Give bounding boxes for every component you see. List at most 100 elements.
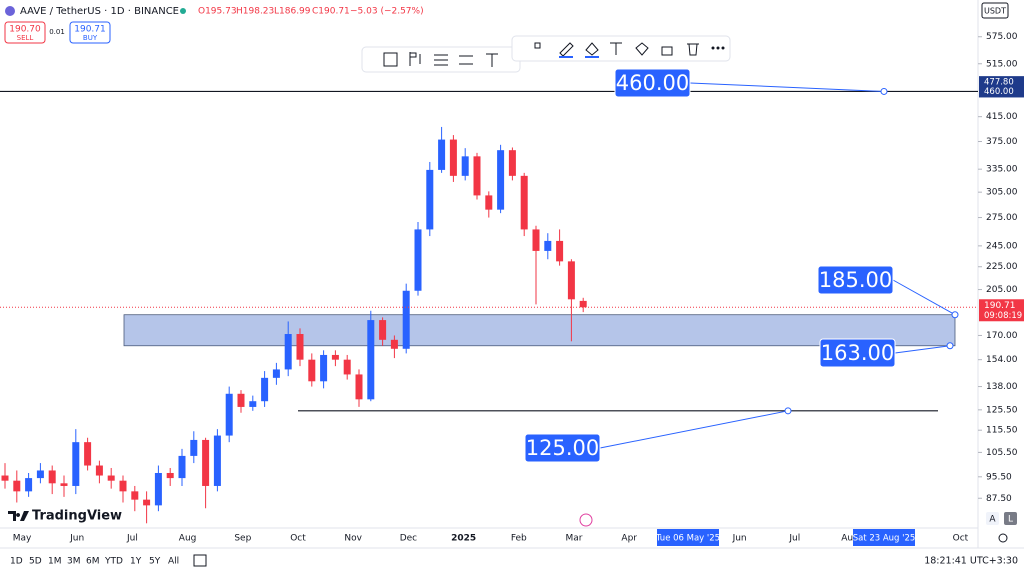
timeframe[interactable]: 6M bbox=[86, 557, 100, 567]
y-tick-label: 95.50 bbox=[986, 472, 1012, 482]
currency-button[interactable] bbox=[981, 2, 1009, 19]
sell-button[interactable] bbox=[4, 21, 46, 44]
callout-label: 185.00 bbox=[819, 268, 892, 292]
settings-icon[interactable] bbox=[998, 533, 1008, 543]
candle-body bbox=[107, 475, 115, 481]
x-tick-label: Nov bbox=[344, 534, 362, 544]
tool-fill[interactable] bbox=[585, 42, 599, 56]
candle-body bbox=[166, 472, 174, 479]
timeframe[interactable]: YTD bbox=[104, 557, 123, 567]
log-button[interactable] bbox=[1004, 512, 1017, 525]
timeframe[interactable]: 1M bbox=[48, 557, 62, 567]
logo-mark bbox=[8, 511, 29, 521]
tool-rect[interactable] bbox=[383, 52, 398, 67]
change: −5.03 (−2.57%) bbox=[350, 7, 424, 17]
x-tick-label: Jul bbox=[126, 534, 138, 544]
y-tick-label: 138.00 bbox=[986, 382, 1018, 392]
callout-label: 163.00 bbox=[821, 341, 894, 365]
callout-label: 460.00 bbox=[616, 71, 689, 95]
candle-body bbox=[237, 393, 245, 407]
timeframe[interactable]: 1Y bbox=[130, 557, 142, 567]
tool-delete[interactable] bbox=[687, 43, 699, 56]
candle-body bbox=[84, 442, 92, 466]
auto-button[interactable] bbox=[986, 512, 999, 525]
auto-label: A bbox=[989, 515, 996, 525]
candle-body bbox=[355, 374, 363, 400]
candle-body bbox=[225, 393, 233, 436]
events-icon[interactable] bbox=[579, 513, 593, 527]
callout-line bbox=[894, 345, 951, 354]
x-tick-label: Jul bbox=[788, 534, 800, 544]
y-tick-label: 305.00 bbox=[986, 188, 1018, 198]
candle-body bbox=[485, 195, 493, 210]
tool-pattern[interactable] bbox=[434, 54, 448, 66]
candle-body bbox=[544, 240, 552, 251]
candle-body bbox=[438, 139, 446, 170]
tool-lock[interactable] bbox=[661, 46, 673, 56]
candle-body bbox=[331, 354, 339, 360]
candle-body bbox=[48, 470, 56, 484]
timeframe[interactable]: 5D bbox=[29, 557, 42, 567]
candle-body bbox=[402, 290, 410, 349]
y-tick-label: 575.00 bbox=[986, 32, 1018, 42]
spread: 0.01 bbox=[49, 28, 65, 36]
level-axis-label: 460.00 bbox=[984, 87, 1014, 97]
countdown: 09:08:19 bbox=[984, 311, 1022, 321]
logo-text: TradingView bbox=[32, 509, 122, 524]
callout-label: 125.00 bbox=[526, 436, 599, 460]
candle-body bbox=[1, 475, 9, 481]
currency: USDT bbox=[984, 7, 1006, 16]
buy-price: 190.71 bbox=[74, 25, 106, 35]
y-tick-label: 205.00 bbox=[986, 285, 1018, 295]
tool-range[interactable] bbox=[459, 55, 473, 65]
candle-body bbox=[249, 401, 257, 407]
tool-fib[interactable] bbox=[409, 52, 421, 66]
timeframe[interactable]: 1D bbox=[10, 557, 23, 567]
log-label: L bbox=[1008, 515, 1013, 525]
y-tick-label: 245.00 bbox=[986, 241, 1018, 251]
y-tick-label: 415.00 bbox=[986, 112, 1018, 122]
timeframe[interactable]: 3M bbox=[67, 557, 81, 567]
candle-body bbox=[261, 377, 269, 402]
y-tick-label: 225.00 bbox=[986, 262, 1018, 272]
date-range-icon[interactable] bbox=[193, 554, 207, 567]
candle-body bbox=[95, 465, 103, 476]
candle-body bbox=[449, 139, 457, 176]
x-tick-label: Mar bbox=[566, 534, 583, 544]
symbol: AAVE / TetherUS · 1D · BINANCE bbox=[20, 6, 179, 17]
timeframe[interactable]: All bbox=[168, 557, 179, 567]
callout-anchor bbox=[880, 87, 888, 95]
tool-settings[interactable] bbox=[635, 42, 649, 56]
level-axis-bg bbox=[979, 85, 1024, 98]
tool-text[interactable] bbox=[486, 53, 498, 67]
ohlc-value: H198.23 bbox=[236, 7, 274, 17]
tool-template[interactable] bbox=[534, 42, 541, 49]
x-tick-label: Jun bbox=[732, 534, 747, 544]
timeframe[interactable]: 5Y bbox=[149, 557, 161, 567]
candle-body bbox=[579, 300, 587, 308]
candle-body bbox=[36, 470, 44, 479]
candle-body bbox=[13, 480, 21, 492]
y-tick-label: 105.50 bbox=[986, 448, 1018, 458]
buy-button[interactable] bbox=[69, 21, 111, 44]
ohlc-value: C190.71 bbox=[312, 7, 350, 17]
y-tick-label: 275.00 bbox=[986, 213, 1018, 223]
candle-body bbox=[520, 175, 528, 230]
x-tick-label: Oct bbox=[953, 534, 969, 544]
marker-label: 477.80 bbox=[984, 78, 1014, 88]
tool-more bbox=[721, 46, 725, 50]
tool-more[interactable] bbox=[711, 46, 715, 50]
ohlc-value: O195.73 bbox=[198, 7, 237, 17]
x-tick-label: Jun bbox=[69, 534, 84, 544]
candle-body bbox=[296, 334, 304, 360]
ohlc: O195.73 H198.23 L186.99 C190.71 −5.03 (−2.57… bbox=[198, 7, 424, 17]
candle-body bbox=[178, 455, 186, 479]
candle-body bbox=[320, 354, 328, 382]
tool-line-color[interactable] bbox=[559, 42, 574, 57]
plot: 460.00 185.00 163.00 125.00 bbox=[0, 68, 978, 524]
tool-font[interactable] bbox=[610, 42, 622, 55]
sell-price: 190.70 bbox=[9, 25, 41, 35]
callout-anchor bbox=[946, 342, 954, 350]
x-highlight bbox=[657, 529, 719, 546]
